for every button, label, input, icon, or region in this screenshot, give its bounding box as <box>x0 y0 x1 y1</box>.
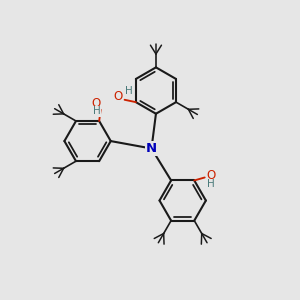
Text: H: H <box>93 106 101 116</box>
Text: H: H <box>124 86 132 96</box>
Text: H: H <box>207 179 215 189</box>
Text: N: N <box>146 142 157 155</box>
Text: O: O <box>113 90 123 103</box>
Text: O: O <box>207 169 216 182</box>
Text: O: O <box>91 97 100 110</box>
